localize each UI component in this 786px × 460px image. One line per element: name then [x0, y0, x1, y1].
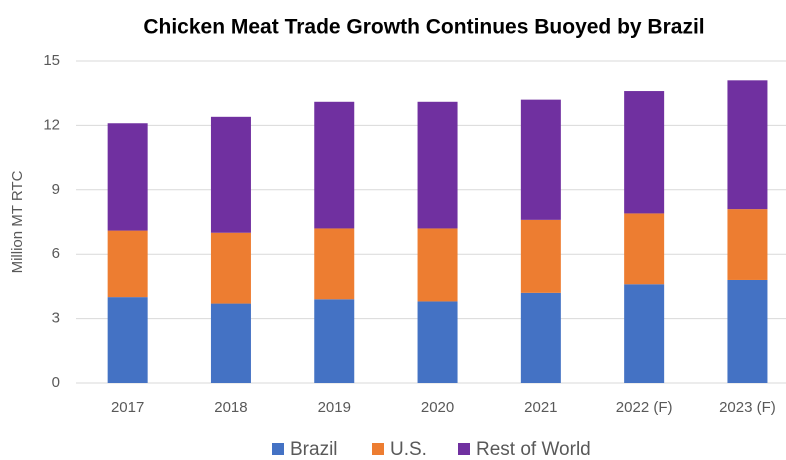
legend-swatch	[372, 443, 384, 455]
bar-segment	[624, 213, 665, 285]
bar-segment	[314, 228, 355, 300]
x-tick-label: 2021	[524, 399, 557, 416]
x-tick-label: 2020	[421, 399, 454, 416]
y-tick-label: 12	[43, 116, 60, 133]
legend-swatch	[458, 443, 470, 455]
bar-segment	[210, 116, 251, 233]
legend-label: Brazil	[290, 439, 338, 460]
y-tick-label: 3	[52, 310, 60, 327]
x-tick-label: 2017	[111, 399, 144, 416]
bar-segment	[727, 209, 768, 280]
bar-segment	[727, 279, 768, 383]
y-tick-label: 0	[52, 374, 60, 391]
bar-segment	[314, 299, 355, 383]
bar-segment	[417, 228, 458, 302]
y-tick-label: 9	[52, 181, 60, 198]
bar-segment	[417, 101, 458, 229]
bar-segment	[624, 284, 665, 383]
bar-segment	[727, 80, 768, 210]
x-tick-label: 2023 (F)	[719, 399, 776, 416]
bar-segment	[624, 91, 665, 214]
y-tick-label: 15	[43, 52, 60, 69]
bar-segment	[520, 292, 561, 383]
legend-label: Rest of World	[476, 439, 591, 460]
x-tick-label: 2018	[214, 399, 247, 416]
chart-title: Chicken Meat Trade Growth Continues Buoy…	[143, 16, 704, 39]
legend-swatch	[272, 443, 284, 455]
legend-label: U.S.	[390, 439, 427, 460]
x-tick-label: 2019	[318, 399, 351, 416]
bar-segment	[210, 232, 251, 304]
bar-segment	[107, 123, 148, 231]
y-tick-label: 6	[52, 245, 60, 262]
bar-segment	[210, 303, 251, 383]
bar-segment	[520, 99, 561, 220]
y-axis-title: Million MT RTC	[9, 170, 26, 273]
bar-segment	[107, 297, 148, 383]
bar-segment	[417, 301, 458, 383]
bar-segment	[520, 219, 561, 293]
bar-segment	[314, 101, 355, 229]
bar-segment	[107, 230, 148, 298]
x-tick-label: 2022 (F)	[616, 399, 673, 416]
